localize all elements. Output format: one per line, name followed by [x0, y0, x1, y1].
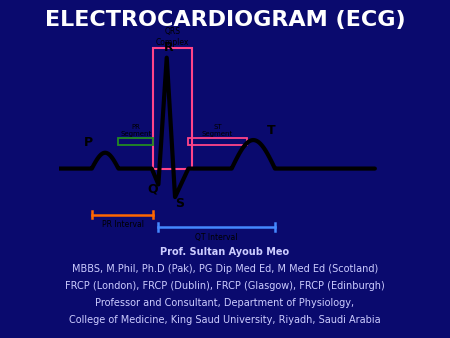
Text: PR
Segment: PR Segment [120, 124, 152, 137]
Text: T: T [267, 124, 276, 137]
Text: R: R [164, 41, 173, 54]
Text: FRCP (London), FRCP (Dublin), FRCP (Glasgow), FRCP (Edinburgh): FRCP (London), FRCP (Dublin), FRCP (Glas… [65, 281, 385, 291]
Text: PR Interval: PR Interval [102, 220, 144, 229]
Text: S: S [176, 197, 184, 210]
Text: QT Interval: QT Interval [195, 233, 238, 242]
Text: ST
Segment: ST Segment [202, 124, 233, 137]
Text: P: P [84, 137, 93, 149]
Text: Q: Q [147, 182, 158, 195]
Text: Professor and Consultant, Department of Physiology,: Professor and Consultant, Department of … [95, 298, 355, 308]
Bar [153, 48, 192, 169]
Text: ELECTROCARDIOGRAM (ECG): ELECTROCARDIOGRAM (ECG) [45, 10, 405, 30]
Text: MBBS, M.Phil, Ph.D (Pak), PG Dip Med Ed, M Med Ed (Scotland): MBBS, M.Phil, Ph.D (Pak), PG Dip Med Ed,… [72, 264, 378, 274]
Text: Prof. Sultan Ayoub Meo: Prof. Sultan Ayoub Meo [161, 247, 289, 258]
Text: College of Medicine, King Saud University, Riyadh, Saudi Arabia: College of Medicine, King Saud Universit… [69, 315, 381, 325]
Bar [118, 138, 153, 145]
Text: QRS
Complex: QRS Complex [156, 27, 189, 47]
Bar [189, 138, 247, 145]
